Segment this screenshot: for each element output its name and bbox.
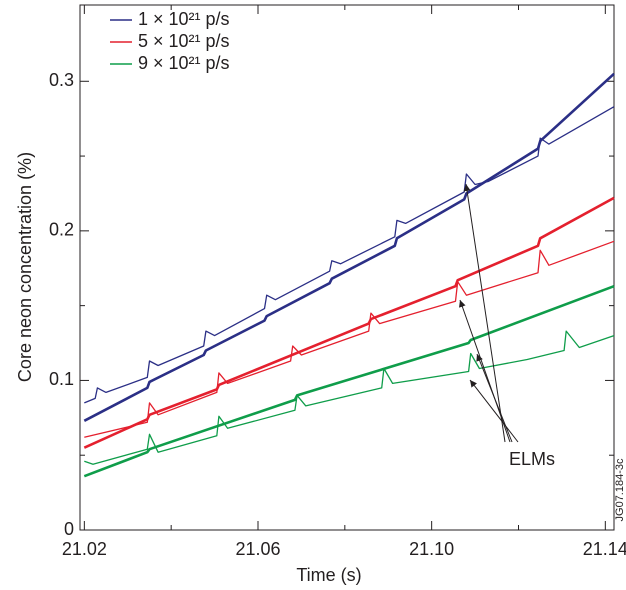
x-tick-label: 21.02 [62, 539, 107, 559]
y-tick-label: 0 [64, 519, 74, 539]
legend-label: 9 × 10²¹ p/s [138, 53, 230, 73]
y-tick-label: 0.2 [49, 220, 74, 240]
annotation-arrow [463, 183, 506, 443]
legend-label: 1 × 10²¹ p/s [138, 9, 230, 29]
annotation: ELMs [509, 449, 555, 469]
annotation-arrow [469, 379, 519, 443]
series-line [83, 196, 615, 449]
annotation-arrow [459, 299, 511, 443]
plot-frame [79, 4, 615, 531]
figure-id: JG07.184-3c [614, 458, 626, 521]
series-line [83, 72, 615, 422]
x-tick-label: 21.14 [583, 539, 626, 559]
series-line [84, 330, 615, 465]
y-tick-label: 0.1 [49, 369, 74, 389]
y-axis-label: Core neon concentration (%) [15, 152, 35, 382]
series-line [84, 240, 615, 438]
x-axis-label: Time (s) [296, 565, 361, 585]
x-tick-label: 21.06 [235, 539, 280, 559]
series-line [83, 284, 615, 478]
annotation-arrow [476, 353, 513, 443]
x-tick-label: 21.10 [409, 539, 454, 559]
legend-label: 5 × 10²¹ p/s [138, 31, 230, 51]
y-tick-label: 0.3 [49, 70, 74, 90]
